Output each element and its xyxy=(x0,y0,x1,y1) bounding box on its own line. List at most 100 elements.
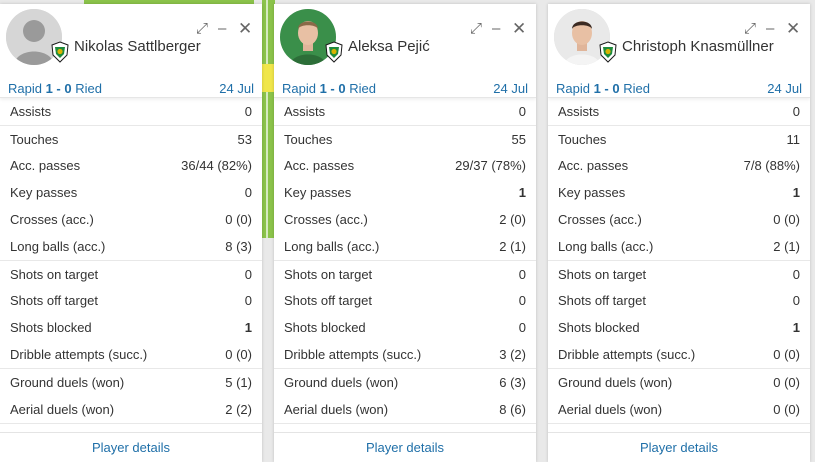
minimize-icon[interactable]: – xyxy=(492,20,501,37)
match-date: 24 Jul xyxy=(767,80,802,96)
stat-row: Shots off target 0 xyxy=(548,288,810,315)
stat-row: Dribble attempts (succ.) 0 (0) xyxy=(548,341,810,368)
stat-label: Shots off target xyxy=(284,293,372,309)
stat-label: Key passes xyxy=(558,185,626,201)
stat-label: Aerial duels (won) xyxy=(10,401,115,417)
minimize-icon[interactable]: – xyxy=(218,20,227,37)
stat-label: Shots on target xyxy=(10,266,99,282)
stat-value: 0 xyxy=(792,293,800,309)
stat-group: Ground duels (won) 6 (3) Aerial duels (won… xyxy=(274,369,536,424)
stat-value: 2 (2) xyxy=(225,401,252,417)
stat-value: 29/37 (78%) xyxy=(455,158,526,174)
pitch-background-top xyxy=(84,0,254,4)
stat-value: 7/8 (88%) xyxy=(743,158,800,174)
match-row[interactable]: Rapid 1 - 0 Ried 24 Jul xyxy=(548,78,810,98)
stat-label: Long balls (acc.) xyxy=(558,238,654,254)
stat-group: Ground duels (won) 0 (0) Aerial duels (won… xyxy=(548,369,810,424)
stat-label: Dribble attempts (succ.) xyxy=(10,347,148,363)
stat-value: 0 (0) xyxy=(773,401,800,417)
stat-group: Assists 0 xyxy=(0,98,262,126)
stat-label: Assists xyxy=(10,103,52,119)
match-row[interactable]: Rapid 1 - 0 Ried 24 Jul xyxy=(274,78,536,98)
stat-label: Shots on target xyxy=(284,266,373,282)
stat-value: 0 xyxy=(792,103,800,119)
player-details-link[interactable]: Player details xyxy=(0,432,262,462)
stat-value: 0 xyxy=(518,103,526,119)
stat-label: Ground duels (won) xyxy=(284,374,399,390)
stat-label: Long balls (acc.) xyxy=(284,238,380,254)
stat-row: Long balls (acc.) 2 (1) xyxy=(548,233,810,260)
player-name[interactable]: Christoph Knasmüllner xyxy=(622,38,774,55)
stat-value: 2 (0) xyxy=(499,212,526,228)
player-details-link[interactable]: Player details xyxy=(274,432,536,462)
stat-row: Assists 0 xyxy=(0,98,262,125)
pitch-line xyxy=(266,0,268,238)
minimize-icon[interactable]: – xyxy=(766,20,775,37)
stat-row: Shots off target 0 xyxy=(274,288,536,315)
stat-value: 36/44 (82%) xyxy=(181,158,252,174)
stat-group: Ground duels (won) 5 (1) Aerial duels (won… xyxy=(0,369,262,424)
match-row[interactable]: Rapid 1 - 0 Ried 24 Jul xyxy=(0,78,262,98)
player-avatar[interactable] xyxy=(554,9,610,65)
stat-row: Acc. passes 29/37 (78%) xyxy=(274,153,536,180)
stat-row: Acc. passes 36/44 (82%) xyxy=(0,153,262,180)
player-avatar[interactable] xyxy=(280,9,336,65)
stat-label: Crosses (acc.) xyxy=(284,212,368,228)
stat-label: Shots blocked xyxy=(10,320,92,336)
pitch-marker xyxy=(262,64,275,92)
player-name[interactable]: Aleksa Pejić xyxy=(348,38,430,55)
expand-icon[interactable]: ⤢ xyxy=(744,20,757,37)
stat-group: Shots on target 0 Shots off target 0 Shots b… xyxy=(548,261,810,369)
stat-value: 8 (3) xyxy=(225,238,252,254)
stat-label: Touches xyxy=(284,131,333,147)
stat-row: Ground duels (won) 0 (0) xyxy=(548,369,810,396)
stat-value: 2 (1) xyxy=(499,238,526,254)
player-details-link[interactable]: Player details xyxy=(548,432,810,462)
stat-value: 1 xyxy=(792,185,800,201)
match-score[interactable]: Rapid 1 - 0 Ried xyxy=(282,80,376,96)
stat-row: Long balls (acc.) 8 (3) xyxy=(0,233,262,260)
stat-value: 5 (1) xyxy=(225,374,252,390)
stat-label: Touches xyxy=(558,131,607,147)
stat-label: Acc. passes xyxy=(284,158,355,174)
stat-group: Touches 53 Acc. passes 36/44 (82%) Key passe… xyxy=(0,126,262,261)
stat-label: Crosses (acc.) xyxy=(10,212,94,228)
stat-group: Shots on target 0 Shots off target 0 Shots b… xyxy=(0,261,262,369)
stat-label: Shots off target xyxy=(558,293,646,309)
expand-icon[interactable]: ⤢ xyxy=(470,20,483,37)
stat-row: Touches 55 xyxy=(274,126,536,153)
stat-label: Shots off target xyxy=(10,293,98,309)
stat-row: Key passes 0 xyxy=(0,179,262,206)
close-icon[interactable]: ✕ xyxy=(786,19,801,38)
stat-label: Acc. passes xyxy=(10,158,81,174)
stat-value: 0 (0) xyxy=(225,347,252,363)
stat-value: 3 (2) xyxy=(499,347,526,363)
stat-row: Acc. passes 7/8 (88%) xyxy=(548,153,810,180)
club-crest-icon xyxy=(598,41,618,63)
match-score[interactable]: Rapid 1 - 0 Ried xyxy=(556,80,650,96)
player-card: Aleksa Pejić ⤢ – ✕ Rapid 1 - 0 Ried 24 Jul Ass… xyxy=(274,4,536,462)
close-icon[interactable]: ✕ xyxy=(512,19,527,38)
expand-icon[interactable]: ⤢ xyxy=(196,20,209,37)
player-name[interactable]: Nikolas Sattlberger xyxy=(74,38,201,55)
match-score[interactable]: Rapid 1 - 0 Ried xyxy=(8,80,102,96)
stats-list: Assists 0 Touches 11 Acc. passes 7/8 (88%) Key… xyxy=(548,98,810,424)
stat-label: Ground duels (won) xyxy=(558,374,673,390)
player-avatar[interactable] xyxy=(6,9,62,65)
stat-value: 11 xyxy=(786,131,801,147)
stat-value: 0 (0) xyxy=(773,212,800,228)
stat-row: Shots blocked 1 xyxy=(0,314,262,341)
card-header: Nikolas Sattlberger ⤢ – ✕ Rapid 1 - 0 Ried 24… xyxy=(0,4,262,98)
stat-label: Shots blocked xyxy=(284,320,366,336)
stat-label: Shots blocked xyxy=(558,320,640,336)
close-icon[interactable]: ✕ xyxy=(238,19,253,38)
stat-label: Touches xyxy=(10,131,59,147)
stat-value: 6 (3) xyxy=(499,374,526,390)
card-header: Aleksa Pejić ⤢ – ✕ Rapid 1 - 0 Ried 24 Jul xyxy=(274,4,536,98)
stat-row: Shots on target 0 xyxy=(274,261,536,288)
stat-row: Key passes 1 xyxy=(548,179,810,206)
stat-group: Assists 0 xyxy=(548,98,810,126)
stat-value: 0 xyxy=(518,266,526,282)
stat-group: Touches 11 Acc. passes 7/8 (88%) Key passes 1… xyxy=(548,126,810,261)
stat-value: 1 xyxy=(792,320,800,336)
